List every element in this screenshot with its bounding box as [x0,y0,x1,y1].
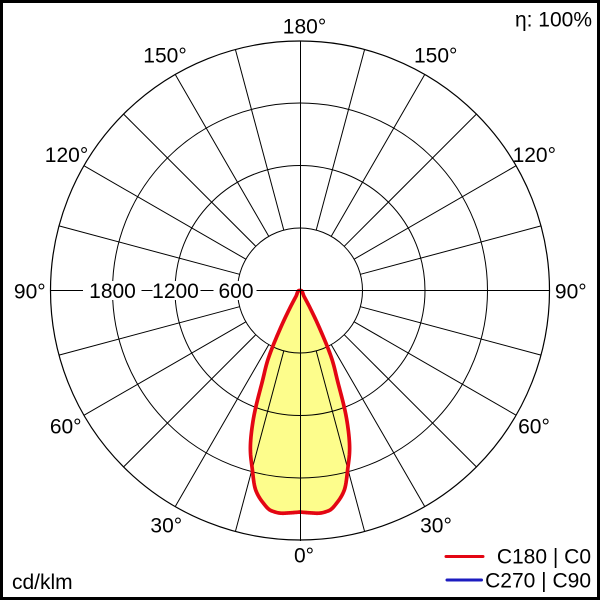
svg-text:150°: 150° [414,45,457,68]
svg-text:η: 100%: η: 100% [515,9,592,32]
svg-text:1200: 1200 [152,280,199,303]
svg-text:0°: 0° [294,545,314,568]
svg-text:C180 | C0: C180 | C0 [497,546,591,569]
svg-text:600: 600 [218,280,253,303]
svg-text:C270 | C90: C270 | C90 [485,570,591,593]
svg-text:30°: 30° [150,515,182,538]
svg-text:90°: 90° [14,281,46,304]
svg-text:60°: 60° [50,416,82,439]
svg-text:cd/klm: cd/klm [12,571,73,594]
svg-text:120°: 120° [45,144,88,167]
svg-text:90°: 90° [555,281,587,304]
svg-text:30°: 30° [420,515,452,538]
svg-text:180°: 180° [283,16,326,39]
svg-text:150°: 150° [143,45,186,68]
svg-text:1800: 1800 [89,280,136,303]
svg-text:120°: 120° [513,144,556,167]
svg-text:60°: 60° [518,416,550,439]
